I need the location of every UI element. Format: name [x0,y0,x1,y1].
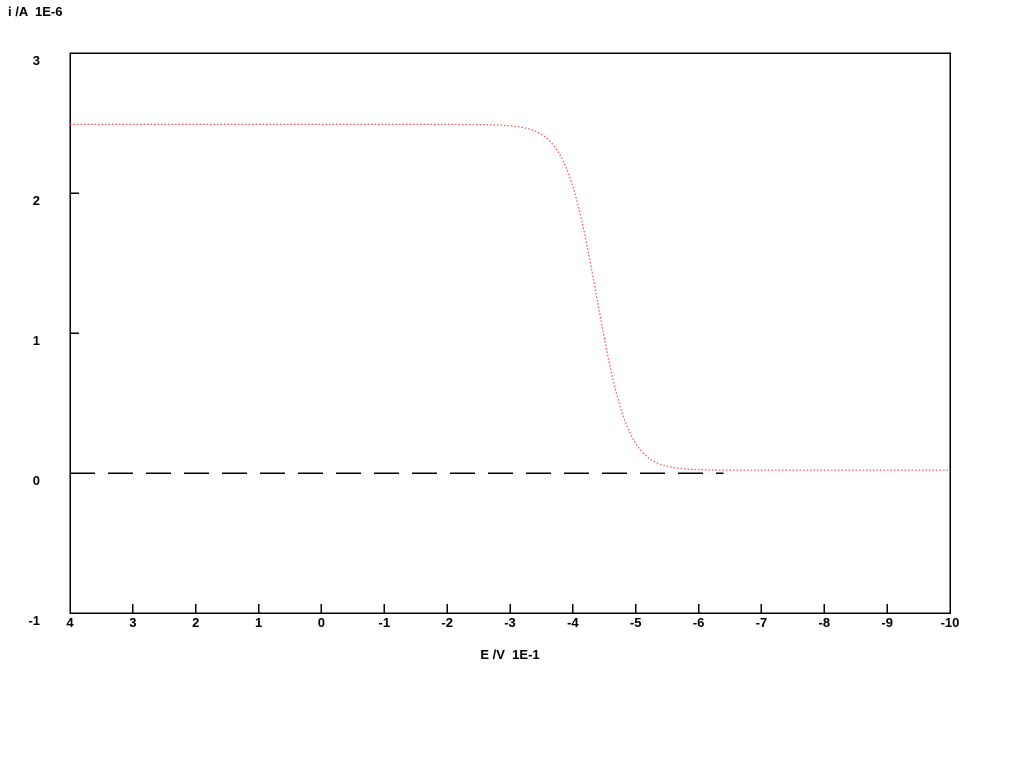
x-tick-label: -9 [881,615,893,630]
x-tick-label: 2 [192,615,199,630]
x-tick-label: -5 [630,615,642,630]
y-tick-label: 2 [33,193,40,208]
x-tick-label: 1 [255,615,262,630]
x-tick-label: 0 [318,615,325,630]
y-tick-label: 0 [33,473,40,488]
y-tick-label: -1 [28,613,40,628]
x-axis-title: E /V 1E-1 [480,647,540,662]
y-axis-title: i /A 1E-6 [8,4,63,19]
x-tick-label: -1 [379,615,391,630]
x-tick-label: -8 [819,615,831,630]
x-tick-label: -7 [756,615,768,630]
x-tick-label: -4 [567,615,579,630]
x-tick-label: -10 [941,615,960,630]
x-tick-label: 3 [129,615,136,630]
y-tick-label: 1 [33,333,40,348]
current-curve [70,123,950,471]
x-tick-label: -2 [441,615,453,630]
plot-border [69,52,951,614]
x-tick-label: -6 [693,615,705,630]
x-tick-label: 4 [66,615,74,630]
x-tick-label: -3 [504,615,516,630]
y-tick-label: 3 [33,53,40,68]
